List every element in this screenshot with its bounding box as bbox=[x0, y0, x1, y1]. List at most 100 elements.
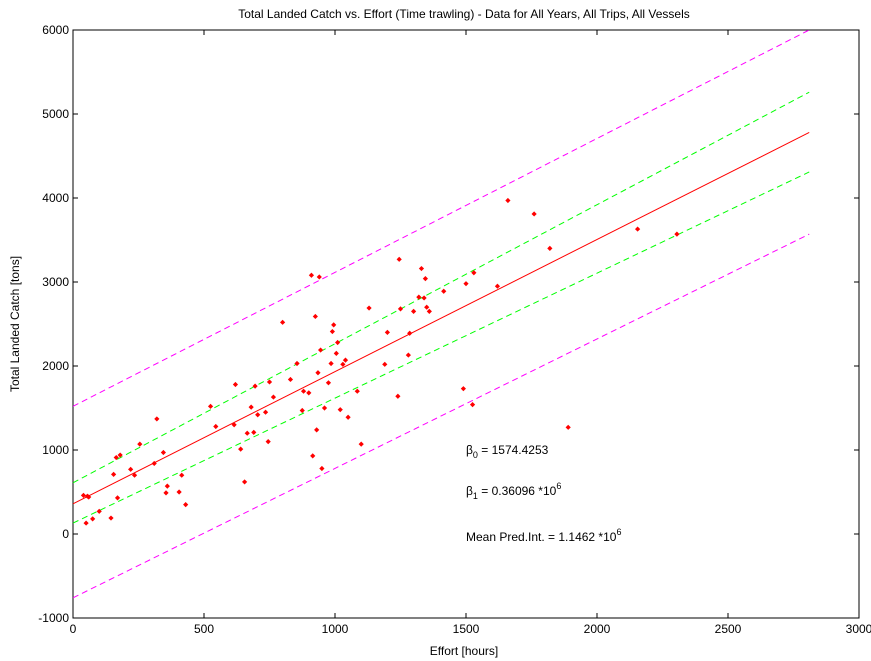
data-point bbox=[280, 319, 286, 325]
data-point bbox=[421, 295, 427, 301]
beta0-value: = 1574.4253 bbox=[478, 443, 549, 457]
data-point bbox=[164, 483, 170, 489]
data-point bbox=[242, 479, 248, 485]
y-tick-label-3: 2000 bbox=[42, 359, 69, 373]
x-axis-label: Effort [hours] bbox=[430, 644, 498, 658]
data-point bbox=[86, 494, 92, 500]
data-point bbox=[396, 256, 402, 262]
data-point bbox=[441, 288, 447, 294]
x-tick-label-0: 0 bbox=[70, 622, 77, 636]
data-point bbox=[471, 270, 477, 276]
data-point bbox=[397, 306, 404, 312]
beta1-annotation: β1 = 0.36096 *106 bbox=[466, 481, 561, 501]
data-point bbox=[395, 393, 401, 399]
data-point bbox=[238, 446, 244, 452]
x-tick-label-6: 3000 bbox=[846, 622, 871, 636]
data-point bbox=[354, 388, 360, 394]
data-point bbox=[128, 466, 134, 472]
data-point bbox=[469, 402, 476, 408]
data-point bbox=[300, 388, 307, 394]
data-point bbox=[328, 360, 334, 367]
data-point bbox=[331, 322, 337, 328]
data-point bbox=[294, 360, 300, 367]
data-point bbox=[494, 283, 501, 289]
data-point bbox=[337, 407, 343, 413]
beta1-symbol: β bbox=[466, 484, 473, 498]
data-point bbox=[113, 454, 119, 461]
data-point bbox=[366, 305, 372, 311]
data-point bbox=[108, 515, 114, 521]
data-point bbox=[426, 308, 432, 314]
data-point bbox=[329, 328, 335, 335]
data-point bbox=[405, 352, 411, 358]
y-axis-label: Total Landed Catch [tons] bbox=[8, 256, 22, 392]
data-point bbox=[319, 465, 325, 472]
prediction-upper-line bbox=[72, 29, 810, 407]
y-tick-label-2: 1000 bbox=[42, 443, 69, 457]
y-tick-label-4: 3000 bbox=[42, 275, 69, 289]
mean-pred-superscript: 6 bbox=[616, 527, 621, 537]
data-point bbox=[154, 416, 160, 422]
data-point bbox=[83, 520, 89, 526]
confidence-upper-line bbox=[72, 91, 810, 484]
y-tick-label-7: 6000 bbox=[42, 23, 69, 37]
data-point bbox=[244, 430, 250, 436]
data-point bbox=[635, 226, 641, 232]
regression-lines bbox=[72, 29, 810, 599]
data-point bbox=[315, 370, 321, 376]
data-point bbox=[270, 394, 277, 400]
data-point bbox=[179, 472, 185, 478]
data-point bbox=[463, 281, 469, 287]
data-point bbox=[418, 265, 425, 272]
fit-line bbox=[72, 132, 810, 505]
beta0-symbol: β bbox=[466, 443, 473, 457]
plot-area bbox=[72, 29, 860, 619]
data-point bbox=[565, 424, 571, 430]
data-point bbox=[114, 495, 121, 501]
data-point bbox=[252, 383, 258, 389]
data-point bbox=[308, 272, 315, 278]
mean-pred-annotation: Mean Pred.Int. = 1.1462 *106 bbox=[466, 527, 621, 544]
data-point bbox=[340, 361, 346, 367]
data-point bbox=[321, 405, 328, 411]
data-point bbox=[299, 407, 305, 414]
data-point bbox=[416, 294, 422, 300]
y-tick-label-6: 5000 bbox=[42, 107, 69, 121]
beta1-value: = 0.36096 *10 bbox=[478, 484, 557, 498]
data-point bbox=[96, 508, 102, 514]
data-point bbox=[407, 330, 413, 336]
data-point bbox=[231, 422, 237, 428]
y-tick-label-1: 0 bbox=[62, 527, 69, 541]
data-point bbox=[342, 357, 349, 363]
data-point bbox=[90, 516, 96, 522]
data-point bbox=[358, 441, 364, 447]
x-tick-label-1: 500 bbox=[194, 622, 214, 636]
data-point bbox=[424, 304, 430, 310]
data-point bbox=[422, 276, 428, 282]
beta1-superscript: 6 bbox=[556, 481, 561, 491]
data-point bbox=[131, 472, 138, 478]
x-tick-label-4: 2000 bbox=[584, 622, 611, 636]
data-point bbox=[312, 313, 318, 320]
data-point bbox=[674, 231, 680, 237]
data-point bbox=[248, 404, 254, 410]
data-point bbox=[163, 490, 169, 496]
data-point bbox=[531, 211, 537, 217]
data-point bbox=[325, 380, 332, 386]
y-tick-label-0: -1000 bbox=[38, 611, 69, 625]
mean-pred-value: Mean Pred.Int. = 1.1462 *10 bbox=[466, 530, 617, 544]
x-tick-label-2: 1000 bbox=[322, 622, 349, 636]
data-point bbox=[382, 361, 388, 367]
data-point bbox=[265, 439, 271, 445]
data-point bbox=[333, 350, 339, 356]
data-point bbox=[213, 423, 219, 430]
data-point bbox=[460, 386, 466, 392]
data-point bbox=[266, 379, 273, 385]
data-point bbox=[316, 274, 322, 280]
beta0-annotation: β0 = 1574.4253 bbox=[466, 443, 549, 460]
axis-ticks: 0 500 1000 1500 2000 2500 3000-100001000200030… bbox=[38, 23, 871, 636]
data-point bbox=[505, 197, 511, 204]
data-point bbox=[345, 414, 351, 420]
data-point bbox=[255, 412, 261, 418]
